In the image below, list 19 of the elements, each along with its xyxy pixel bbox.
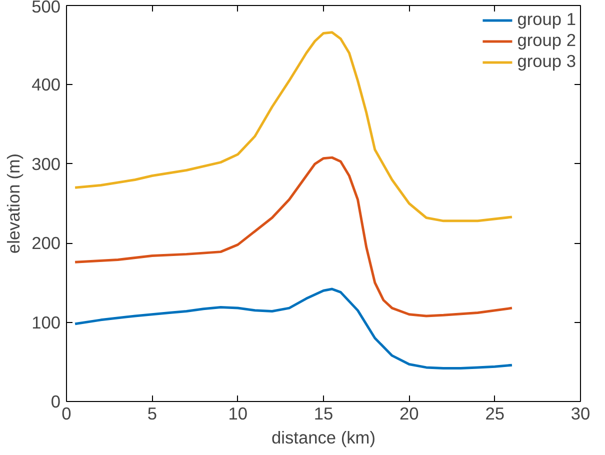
y-tick-label: 200: [32, 233, 61, 254]
x-tick-label: 25: [485, 404, 504, 424]
legend-label: group 1: [517, 9, 576, 30]
y-tick-label: 300: [32, 154, 61, 174]
legend-label: group 3: [517, 51, 576, 72]
line-series: [74, 288, 514, 370]
y-tick-label: 400: [32, 74, 61, 95]
x-tick-label: 5: [147, 404, 157, 424]
x-axis-title: distance (km): [272, 428, 376, 448]
x-tick-label: 30: [570, 404, 590, 424]
line-series: [74, 31, 514, 222]
legend-label: group 2: [517, 30, 576, 51]
y-tick-label: 500: [32, 0, 61, 16]
y-tick-label: 100: [32, 312, 61, 332]
y-axis-title: elevation (m): [4, 153, 24, 254]
x-tick-label: 10: [228, 404, 248, 424]
x-tick-label: 15: [314, 404, 334, 424]
x-tick-label: 20: [400, 404, 419, 424]
line-series: [74, 156, 514, 318]
